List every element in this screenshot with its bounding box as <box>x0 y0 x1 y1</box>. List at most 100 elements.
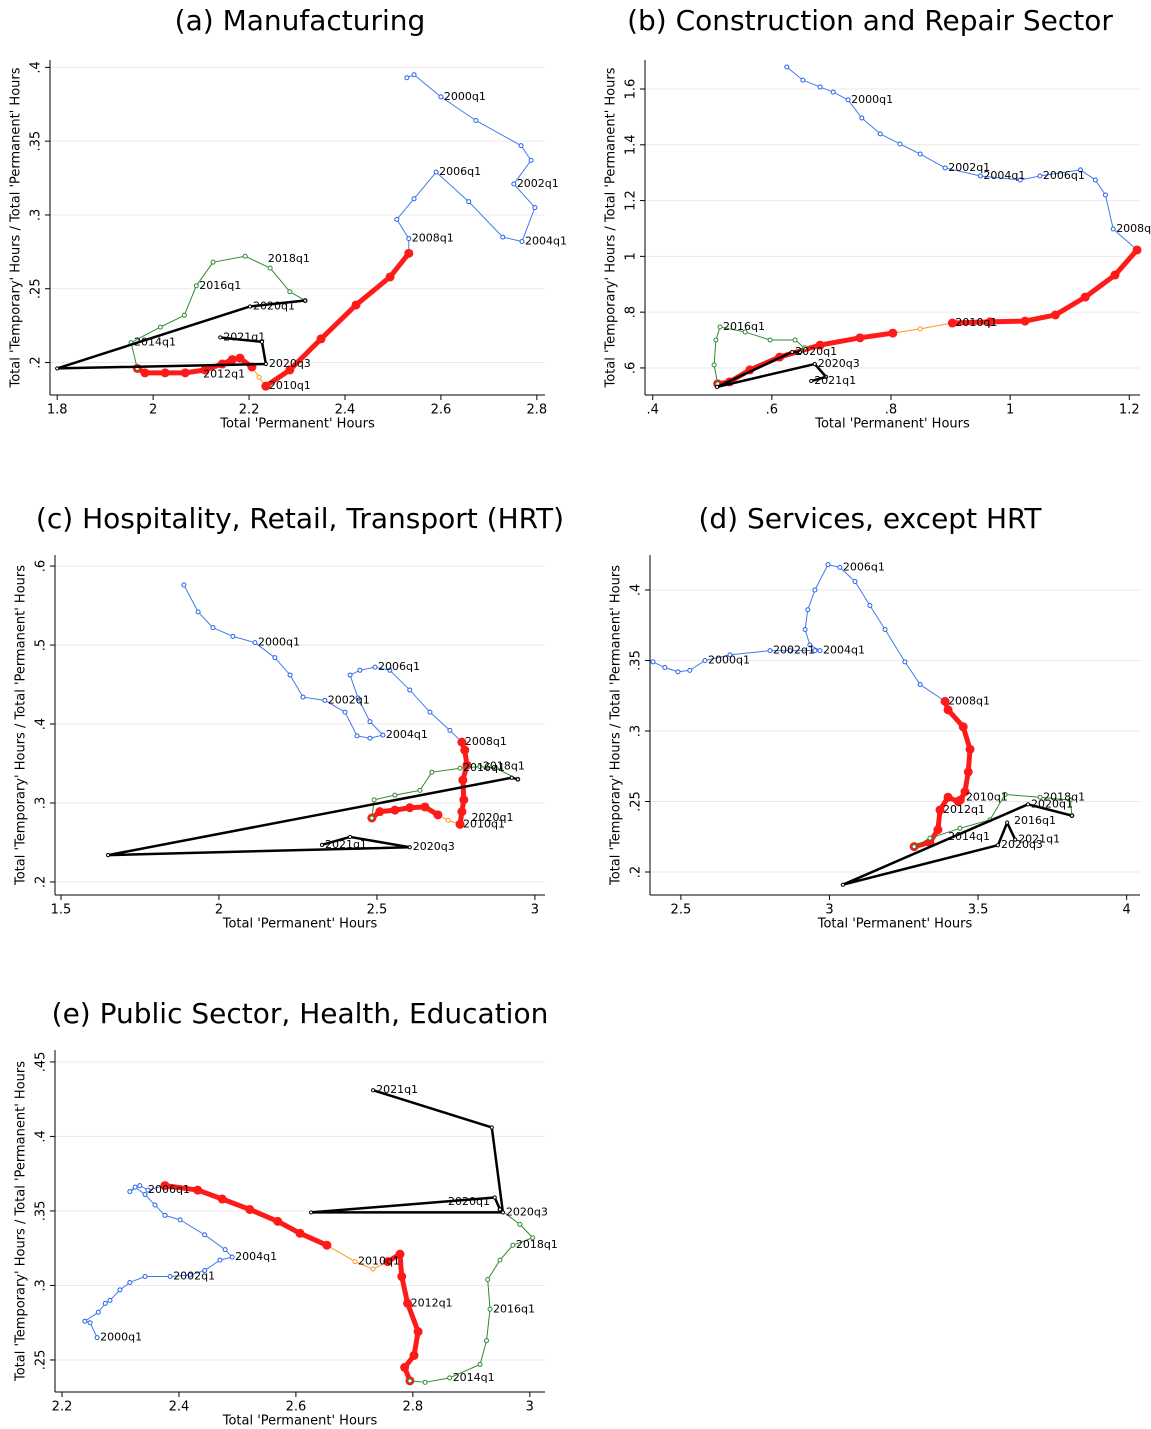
y-tick-label: .35 <box>29 131 44 152</box>
point <box>287 672 293 678</box>
point <box>711 362 717 368</box>
period-label: 2002q1 <box>328 693 370 706</box>
point <box>272 655 278 661</box>
period-label: 2020q3 <box>269 357 311 370</box>
point <box>227 355 237 365</box>
point <box>400 1362 410 1372</box>
point <box>445 817 451 823</box>
point <box>167 1274 173 1280</box>
point <box>385 272 395 282</box>
point <box>497 1207 503 1212</box>
y-tick-label: .4 <box>629 584 644 596</box>
panel-title: (a) Manufacturing <box>175 4 426 37</box>
y-tick-label: .25 <box>29 278 44 299</box>
point <box>493 765 499 771</box>
panel: (c) Hospitality, Retail, Transport (HRT)… <box>14 502 565 932</box>
period-label: 2018q1 <box>1043 790 1085 803</box>
period-label: 2021q1 <box>223 330 265 343</box>
period-label: 2020q3 <box>818 357 860 370</box>
point <box>500 1210 505 1215</box>
point <box>943 792 953 802</box>
point <box>127 1189 133 1195</box>
period-label: 2000q1 <box>258 636 300 649</box>
period-label: 2012q1 <box>943 803 985 816</box>
point <box>367 719 373 725</box>
point <box>492 1195 497 1200</box>
point <box>790 349 795 355</box>
point <box>802 345 808 351</box>
period-label: 2002q1 <box>948 161 990 174</box>
point <box>87 1320 93 1326</box>
period-label: 2004q1 <box>525 235 567 248</box>
point <box>812 587 818 593</box>
point <box>837 564 843 570</box>
point <box>117 1287 123 1293</box>
point <box>459 795 469 805</box>
y-tick-label: .2 <box>29 356 44 368</box>
point <box>510 1242 516 1248</box>
series-line <box>130 255 306 369</box>
period-label: 2000q1 <box>851 93 893 106</box>
point <box>409 1350 419 1360</box>
point <box>427 709 433 715</box>
point <box>477 764 483 770</box>
point <box>322 1240 332 1250</box>
point <box>460 745 470 755</box>
point <box>347 672 353 678</box>
point <box>367 735 373 741</box>
point <box>229 1254 235 1260</box>
point <box>342 709 348 715</box>
point <box>519 239 525 245</box>
period-label: 2008q1 <box>1116 222 1151 235</box>
point <box>140 368 150 378</box>
x-tick-label: .4 <box>647 403 659 418</box>
point <box>787 648 793 654</box>
point <box>517 1221 523 1227</box>
point <box>714 384 720 390</box>
series-line <box>892 322 953 334</box>
point <box>210 625 216 631</box>
period-label: 2014q1 <box>948 830 990 843</box>
period-label: 2006q1 <box>148 1183 190 1196</box>
point <box>433 169 439 175</box>
point <box>845 97 851 103</box>
point <box>800 77 806 83</box>
period-label: 2020q1 <box>472 811 514 824</box>
point <box>1132 245 1142 255</box>
period-label: 2008q1 <box>412 232 454 245</box>
period-label: 2021q1 <box>376 1083 418 1096</box>
y-tick-label: .35 <box>34 1201 49 1222</box>
point <box>957 825 963 831</box>
period-label: 2018q1 <box>516 1238 558 1251</box>
series-line <box>264 251 411 389</box>
point <box>160 368 170 378</box>
x-tick-label: 2.4 <box>169 1400 190 1415</box>
panel: (e) Public Sector, Health, Education .25.… <box>14 997 558 1429</box>
point <box>727 652 733 658</box>
x-tick-label: 2.5 <box>671 903 692 918</box>
period-label: 2004q1 <box>983 169 1025 182</box>
series-line <box>652 564 946 702</box>
point <box>82 1318 88 1324</box>
period-label: 2020q1 <box>795 345 837 358</box>
panel-title: (e) Public Sector, Health, Education <box>52 997 549 1030</box>
point <box>877 131 883 137</box>
point <box>511 181 517 187</box>
period-label: 2000q1 <box>708 653 750 666</box>
point <box>300 694 306 700</box>
point <box>817 84 823 90</box>
period-label: 2020q3 <box>506 1205 548 1218</box>
period-label: 2012q1 <box>411 1296 453 1309</box>
point <box>193 1185 203 1195</box>
point <box>1005 820 1010 825</box>
period-label: 2021q1 <box>814 374 856 387</box>
x-tick-label: 1 <box>1006 403 1014 418</box>
period-label: 2016q1 <box>1014 814 1056 827</box>
point <box>807 642 813 648</box>
point <box>963 767 973 777</box>
point <box>259 339 265 344</box>
point <box>742 329 748 335</box>
point <box>404 248 414 258</box>
point <box>792 337 798 343</box>
point <box>177 1217 183 1223</box>
